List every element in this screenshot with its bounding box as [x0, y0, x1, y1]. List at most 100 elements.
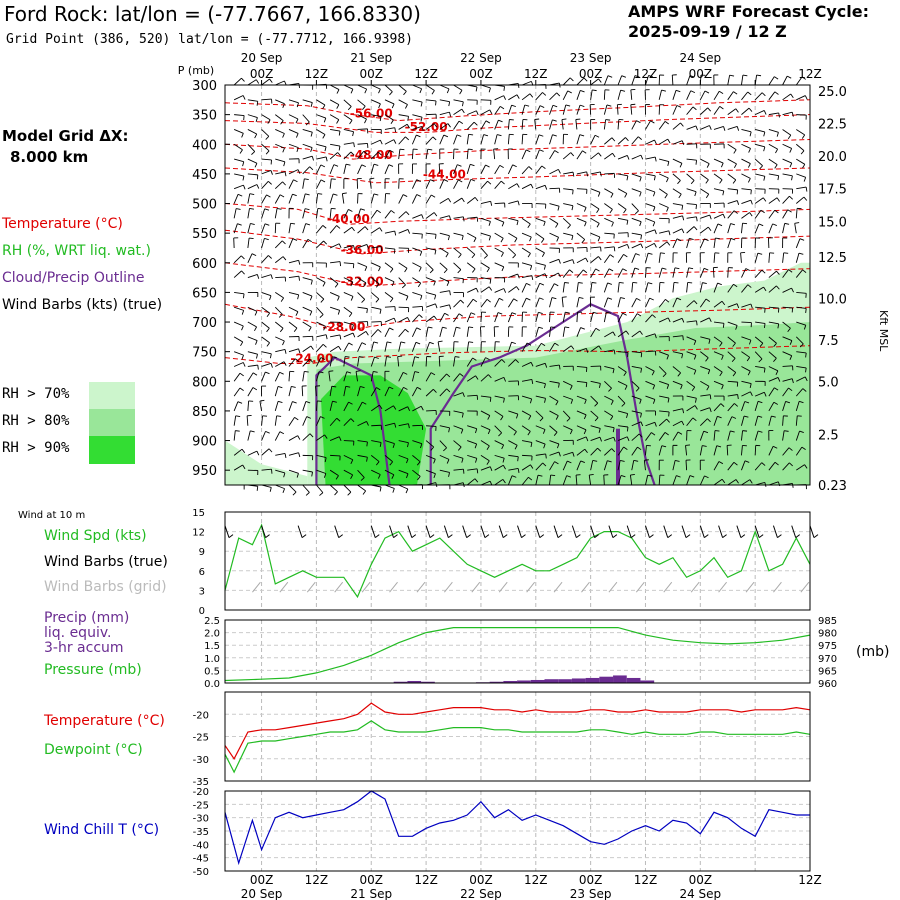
wind-barb-flag — [772, 223, 777, 226]
wind-barb — [604, 436, 614, 441]
wind-barb — [288, 469, 299, 474]
wind-barb — [493, 149, 496, 160]
wind-barb-flag — [626, 155, 630, 160]
wind-barb-flag — [320, 179, 326, 183]
wind-barb — [686, 366, 697, 371]
wind-barb — [288, 348, 299, 353]
top-hour-label: 12Z — [798, 67, 822, 81]
wind-barb-flag — [268, 448, 273, 453]
wind-barb-flag — [612, 368, 615, 374]
wind-barb-flag — [472, 268, 476, 273]
wind-barb-grid — [745, 581, 755, 593]
wind-barb — [343, 356, 346, 367]
wind-barb-flag — [323, 326, 326, 331]
wind-barb-flag — [324, 434, 328, 439]
wind-barb — [549, 395, 559, 402]
temp-tick-label: -30 — [193, 755, 209, 766]
wind-barb — [398, 228, 409, 234]
wind-barb — [261, 78, 270, 86]
wind-barb-flag — [776, 197, 781, 202]
wind-barb-flag — [583, 77, 588, 82]
wind-barb-flag — [622, 312, 627, 316]
wind-barb — [398, 291, 409, 297]
wind-barb — [247, 173, 258, 176]
wind-barb — [384, 84, 393, 93]
wind-barb — [768, 173, 779, 177]
wind-barb — [590, 135, 596, 145]
wind-barb — [384, 341, 388, 352]
wind-barb — [466, 298, 474, 308]
wind-barb — [631, 433, 640, 441]
wind-barb — [508, 286, 517, 293]
wind-barb — [631, 253, 636, 263]
wind-barb — [563, 425, 573, 431]
wind-barb-flag — [322, 282, 326, 287]
wind-barb — [261, 194, 267, 204]
wind-barb-flag — [703, 267, 709, 271]
wind-barb — [645, 156, 656, 160]
wind-barb — [466, 164, 471, 175]
wind-barb — [741, 336, 752, 341]
wind-barb-flag — [448, 472, 450, 477]
wind-barb-flag — [338, 345, 342, 351]
wind-barb — [782, 252, 785, 263]
wind-barb-flag — [544, 398, 546, 403]
wind-barb — [355, 371, 358, 382]
wind-barb-flag — [774, 91, 779, 95]
wind-barb-flag — [457, 446, 462, 451]
height-tick-label: 10.0 — [818, 292, 847, 307]
wind-barb-flag — [652, 221, 656, 227]
wind-barb-true — [590, 525, 596, 538]
wind-barb-flag — [763, 286, 767, 292]
wind-barb — [562, 460, 568, 471]
bottom-date-label: 21 Sep — [350, 887, 392, 900]
wind-barb-true-flag — [557, 534, 563, 538]
wind-barb-flag — [394, 423, 397, 428]
wind-barb — [699, 282, 703, 293]
temp-panel-frame — [224, 691, 811, 782]
wind-barb — [494, 262, 504, 268]
wind-barb-flag — [746, 357, 751, 362]
wind-barb — [617, 137, 626, 145]
wind-barb — [782, 129, 792, 136]
wind-barb-flag — [554, 461, 559, 465]
wind-barb-flag — [570, 345, 575, 350]
wind-barb-flag — [393, 249, 396, 254]
wind-barb-flag — [801, 134, 806, 139]
wind-barb — [727, 321, 738, 326]
wind-barb — [768, 402, 775, 412]
wind-barb-flag — [705, 357, 709, 362]
wind-barb-flag — [389, 327, 394, 331]
wind-barb-flag — [668, 230, 671, 236]
wind-barb-flag — [585, 257, 589, 263]
top-hour-label: 12Z — [524, 67, 548, 81]
top-hour-label: 12Z — [634, 67, 658, 81]
wind-barb — [740, 445, 743, 456]
wind-barb — [576, 203, 587, 208]
pressure-tick-label-right: 960 — [818, 679, 837, 690]
wind-barb-flag — [787, 209, 792, 213]
grid-layer — [225, 85, 811, 872]
wind-barb-flag — [610, 193, 614, 198]
wind-barb — [603, 254, 611, 264]
wind-barb — [549, 203, 560, 207]
wind-barb-flag — [361, 164, 366, 168]
wind-barb-flag — [473, 237, 477, 243]
wind-barb — [713, 430, 716, 441]
wind-barb-flag — [470, 178, 476, 182]
wind-barb — [329, 469, 339, 476]
wind-barb — [658, 418, 667, 427]
wind-barb-flag — [666, 418, 670, 423]
wind-barb — [741, 460, 746, 471]
wind-barb — [617, 460, 621, 471]
wind-barb — [398, 406, 408, 412]
wind-barb-flag — [379, 442, 382, 447]
wind-barb — [275, 484, 285, 490]
wind-barb — [480, 395, 491, 398]
wind-barb-flag — [379, 404, 383, 410]
wind-barb-flag — [805, 187, 808, 192]
wind-barb-flag — [756, 74, 762, 77]
wind-barb — [261, 114, 271, 121]
wind-barb — [507, 134, 510, 145]
wind-barb — [384, 127, 395, 130]
